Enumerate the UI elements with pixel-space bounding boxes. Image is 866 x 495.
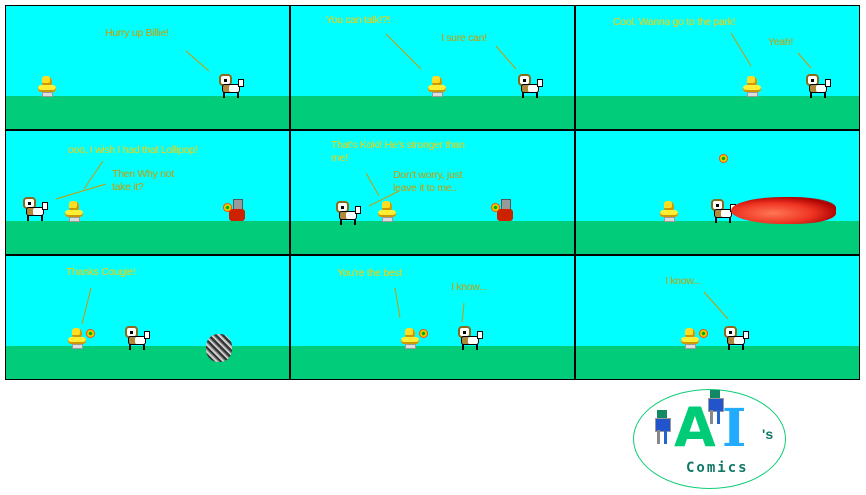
ground xyxy=(6,346,289,379)
speech-text: Then Why not xyxy=(112,168,174,180)
lollipop xyxy=(491,203,500,212)
comic-panel-2: You can talk!?! I sure can! xyxy=(290,5,575,130)
girl-character xyxy=(36,76,58,98)
girl-character xyxy=(658,201,680,223)
speech-text: ooo, I wish I had that Lollipop! xyxy=(68,144,198,156)
ground xyxy=(291,346,574,379)
girl-character xyxy=(66,328,88,350)
girl-character xyxy=(679,328,701,350)
dog-character xyxy=(804,74,831,99)
lollipop xyxy=(223,203,232,212)
dog-character xyxy=(722,326,749,351)
dog-character xyxy=(217,74,244,99)
comic-panel-8: You're the best I know... xyxy=(290,255,575,380)
logo-letter-i: I xyxy=(722,398,747,459)
speech-text: You're the best xyxy=(337,267,402,279)
flying-lollipop xyxy=(719,154,728,163)
lollipop xyxy=(86,329,95,338)
speech-text: Don't worry, just xyxy=(393,169,463,181)
dust-cloud xyxy=(206,334,232,362)
speech-text: me! xyxy=(331,152,348,164)
speech-text: take it? xyxy=(112,181,144,193)
speech-text: Thanks Cougie! xyxy=(66,266,136,278)
comic-panel-6 xyxy=(575,130,860,255)
comic-panel-9: I know... xyxy=(575,255,860,380)
speech-text: I sure can! xyxy=(441,32,487,44)
lollipop xyxy=(699,329,708,338)
logo-letter-a: A xyxy=(674,396,716,459)
ground xyxy=(576,346,859,379)
speech-text: Hurry up Billie! xyxy=(105,27,169,39)
speech-text: I know... xyxy=(665,275,701,287)
girl-character xyxy=(376,201,398,223)
comic-panel-3: Cool. Wanna go to the park! Yeah! xyxy=(575,5,860,130)
girl-character xyxy=(63,201,85,223)
lollipop xyxy=(419,329,428,338)
comic-panel-4: ooo, I wish I had that Lollipop! Then Wh… xyxy=(5,130,290,255)
dog-character xyxy=(123,326,150,351)
ground xyxy=(291,221,574,254)
ground xyxy=(291,96,574,129)
logo-possessive: 's xyxy=(762,426,774,442)
speech-text: Cool. Wanna go to the park! xyxy=(613,16,736,28)
robot-figure-top xyxy=(707,390,724,424)
speech-text: That's Koki! He's stronger than xyxy=(331,139,465,151)
ground xyxy=(6,96,289,129)
comic-panel-1: Hurry up Billie! xyxy=(5,5,290,130)
girl-character xyxy=(399,328,421,350)
fire-blast xyxy=(731,197,836,224)
dog-character xyxy=(334,201,361,226)
speech-text: You can talk!?! xyxy=(326,14,390,26)
speech-text: Yeah! xyxy=(768,36,793,48)
ai-comics-logo: A I 's Comics xyxy=(633,389,786,489)
comic-panel-7: Thanks Cougie! xyxy=(5,255,290,380)
ground xyxy=(576,96,859,129)
koki-character xyxy=(491,199,515,221)
ground xyxy=(576,221,859,254)
dog-character xyxy=(516,74,543,99)
girl-character xyxy=(426,76,448,98)
girl-character xyxy=(741,76,763,98)
ground xyxy=(6,221,289,254)
koki-character xyxy=(223,199,247,221)
speech-text: leave it to me.. xyxy=(393,182,457,194)
speech-text: I know... xyxy=(451,281,487,293)
dog-character xyxy=(21,197,48,222)
robot-figure-left xyxy=(654,410,671,444)
comic-panel-5: That's Koki! He's stronger than me! Don'… xyxy=(290,130,575,255)
dog-character xyxy=(456,326,483,351)
logo-word-comics: Comics xyxy=(686,460,749,476)
